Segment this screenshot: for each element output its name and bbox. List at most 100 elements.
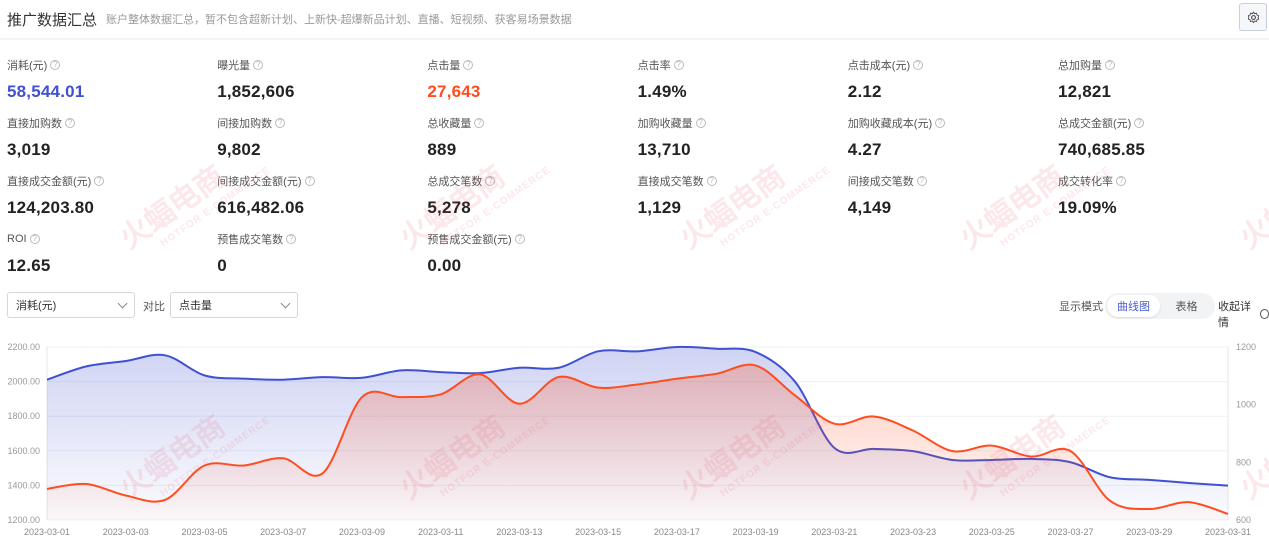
series-area <box>47 364 1228 520</box>
stat-value: 12,821 <box>1058 82 1112 101</box>
help-icon[interactable]: ? <box>935 118 946 128</box>
stat-label: 点击率 <box>637 60 671 72</box>
help-icon[interactable]: ? <box>65 118 75 128</box>
help-icon[interactable]: ? <box>474 118 485 128</box>
stat-label: 加购收藏量 <box>637 118 693 130</box>
stat-label: 总成交金额(元) <box>1058 118 1132 130</box>
stat-card: 加购收藏成本(元)? 4.27 <box>848 116 1058 160</box>
y-left-tick: 2000.00 <box>7 377 40 387</box>
y-left-tick: 1200.00 <box>7 515 40 525</box>
stat-card: 预售成交金额(元)? 0.00 <box>427 232 637 276</box>
stat-label: 总收藏量 <box>427 118 472 130</box>
y-left-tick: 1800.00 <box>7 411 40 421</box>
y-right-tick: 1200 <box>1236 342 1256 352</box>
stat-label: 点击成本(元) <box>847 60 911 72</box>
help-icon[interactable]: ? <box>253 60 264 70</box>
chevron-down-icon <box>280 298 291 308</box>
help-icon[interactable]: ? <box>514 234 525 244</box>
mode-table-tab[interactable]: 表格 <box>1175 301 1198 313</box>
stat-label: 直接加购数 <box>7 118 62 130</box>
stat-card: 点击量? 27,643 <box>427 58 637 102</box>
stat-value: 13,710 <box>637 140 691 159</box>
help-icon[interactable]: ? <box>913 60 924 70</box>
display-mode-label: 显示模式 <box>1059 301 1103 313</box>
mode-chart-tab[interactable]: 曲线图 <box>1107 295 1160 317</box>
stat-value: 5,278 <box>427 198 471 217</box>
y-right-tick: 800 <box>1236 457 1251 467</box>
stat-value: 58,544.01 <box>7 82 85 101</box>
help-icon[interactable]: ? <box>916 176 927 186</box>
series-line <box>46 363 1229 515</box>
stat-label: ROI <box>7 233 27 245</box>
y-left-tick: 1600.00 <box>7 446 40 456</box>
stat-card: 间接成交笔数? 4,149 <box>848 174 1058 218</box>
stat-label: 直接成交金额(元) <box>7 176 92 188</box>
x-tick: 2023-03-23 <box>890 527 936 537</box>
help-icon[interactable]: ? <box>706 176 717 186</box>
settings-button[interactable] <box>1239 3 1267 31</box>
stat-label: 曝光量 <box>217 60 251 72</box>
display-mode-toggle: 曲线图 表格 <box>1105 293 1215 319</box>
help-icon[interactable]: ? <box>50 60 61 70</box>
stat-value: 0 <box>217 256 227 275</box>
stat-label: 加购收藏成本(元) <box>847 118 933 130</box>
y-left-tick: 1400.00 <box>7 480 40 490</box>
chevron-up-circle-icon <box>1259 309 1269 319</box>
collapse-details-button[interactable]: 收起详情 <box>1218 298 1269 330</box>
stat-value: 124,203.80 <box>7 198 95 217</box>
stat-value: 27,643 <box>427 82 481 101</box>
help-icon[interactable]: ? <box>1134 118 1145 128</box>
compare-metric-select[interactable]: 点击量 <box>170 292 298 318</box>
stat-value: 616,482.06 <box>217 198 305 217</box>
stat-value: 0.00 <box>427 256 462 275</box>
stat-card: 加购收藏量? 13,710 <box>638 116 848 160</box>
stat-card: 曝光量? 1,852,606 <box>217 58 427 102</box>
stat-card: 总收藏量? 889 <box>427 116 637 160</box>
stat-label: 间接加购数 <box>217 118 273 130</box>
y-right-tick: 1000 <box>1236 400 1256 410</box>
y-right-tick: 600 <box>1236 515 1251 525</box>
stat-card: 总成交金额(元)? 740,685.85 <box>1058 116 1268 160</box>
x-tick: 2023-03-29 <box>1126 527 1172 537</box>
metric-select-value: 消耗(元) <box>16 300 57 312</box>
stat-card: 间接成交金额(元)? 616,482.06 <box>217 174 427 218</box>
x-tick: 2023-03-19 <box>733 527 779 537</box>
help-icon[interactable]: ? <box>286 234 297 244</box>
help-icon[interactable]: ? <box>275 118 286 128</box>
stat-label: 直接成交笔数 <box>637 176 704 188</box>
gear-icon <box>1247 10 1259 23</box>
stat-card: 点击成本(元)? 2.12 <box>848 58 1058 102</box>
page-header: 推广数据汇总 账户整体数据汇总，暂不包含超新计划、上新快-超爆新品计划、直播、短… <box>0 0 1269 40</box>
stat-value: 19.09% <box>1058 198 1117 217</box>
chevron-down-icon <box>117 298 128 308</box>
stat-card: 消耗(元)? 58,544.01 <box>7 58 217 102</box>
stat-card: 预售成交笔数? 0 <box>217 232 427 276</box>
help-icon[interactable]: ? <box>673 60 684 70</box>
x-tick: 2023-03-11 <box>418 527 463 537</box>
stat-card: 点击率? 1.49% <box>638 58 848 102</box>
compare-label: 对比 <box>143 301 165 313</box>
help-icon[interactable]: ? <box>1105 60 1115 70</box>
chart-controls: 消耗(元) 对比 点击量 显示模式 曲线图 表格 收起详情 <box>7 292 1269 329</box>
help-icon[interactable]: ? <box>463 60 474 70</box>
x-tick: 2023-03-13 <box>496 527 542 537</box>
compare-select-value: 点击量 <box>179 300 212 312</box>
x-tick: 2023-03-31 <box>1205 527 1251 537</box>
x-tick: 2023-03-09 <box>339 527 385 537</box>
stat-value: 4.27 <box>847 140 882 159</box>
stat-value: 1.49% <box>637 82 687 101</box>
help-icon[interactable]: ? <box>695 118 706 128</box>
stat-card: 直接成交金额(元)? 124,203.80 <box>7 174 217 218</box>
help-icon[interactable]: ? <box>1116 176 1126 186</box>
help-icon[interactable]: ? <box>304 176 315 186</box>
metric-select[interactable]: 消耗(元) <box>7 292 135 318</box>
stat-label: 间接成交笔数 <box>847 176 914 188</box>
help-icon[interactable]: ? <box>29 234 40 244</box>
stat-label: 消耗(元) <box>7 60 48 72</box>
help-icon[interactable]: ? <box>485 176 496 186</box>
stat-card: 间接加购数? 9,802 <box>217 116 427 160</box>
x-tick: 2023-03-15 <box>575 527 621 537</box>
stat-value: 2.12 <box>847 82 882 101</box>
help-icon[interactable]: ? <box>94 176 105 186</box>
stat-label: 总加购量 <box>1058 60 1102 72</box>
